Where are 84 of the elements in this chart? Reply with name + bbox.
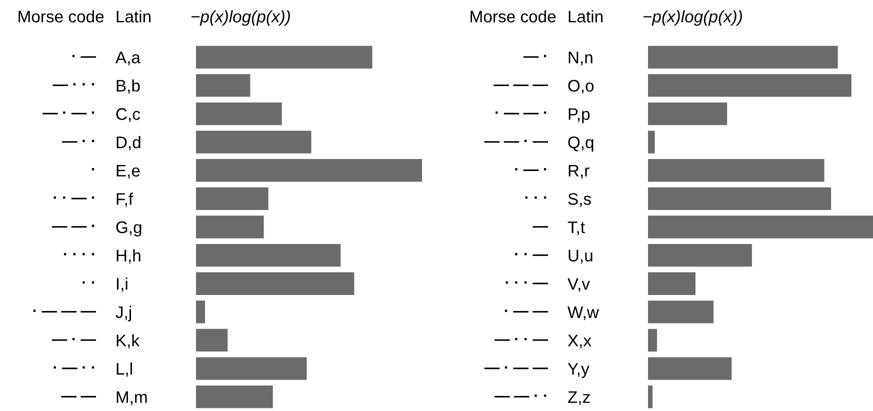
y-tick-label: E,e <box>116 164 140 179</box>
x-axis-title: −p(x)log(p(x)) <box>644 10 742 26</box>
y-axis-title: Latin <box>116 10 151 22</box>
text: Morse code <box>18 10 104 22</box>
text: · · · <box>525 196 546 199</box>
y-tick-label: H,h <box>116 249 140 264</box>
text: — · · · <box>52 83 94 86</box>
bar <box>196 187 268 210</box>
y-tick-label: C,c <box>116 108 140 122</box>
text: — · · <box>62 140 94 143</box>
text: — — · · <box>494 394 546 398</box>
text: · — <box>72 54 96 58</box>
bar <box>648 357 732 380</box>
y-tick-label: K,k <box>116 334 140 348</box>
bar <box>196 300 206 324</box>
text: · · — <box>515 253 548 256</box>
text: — · <box>523 54 546 58</box>
bar <box>648 216 873 238</box>
bar <box>648 272 696 295</box>
bar <box>648 74 852 97</box>
text: — · — — <box>484 366 548 370</box>
y-tick-label: R,r <box>568 164 590 179</box>
bar <box>196 357 307 380</box>
y-tick-label: O,o <box>568 80 594 94</box>
bar <box>648 159 824 182</box>
y-tick-label: J,j <box>116 306 131 322</box>
text: · · <box>82 281 94 284</box>
bar <box>196 159 422 182</box>
bar <box>196 328 228 352</box>
y-tick-label: U,u <box>568 250 592 264</box>
bar <box>648 244 752 267</box>
y-tick-label: F,f <box>116 192 134 207</box>
y-tick-label: W,w <box>568 306 599 320</box>
text: — — · — <box>484 140 548 143</box>
bar <box>648 130 655 154</box>
bar <box>196 216 264 238</box>
bar <box>196 46 372 68</box>
text: — <box>532 226 548 228</box>
y-tick-label: D,d <box>116 136 140 150</box>
y-axis-title: Latin <box>568 10 603 22</box>
text: · — · · <box>54 366 94 370</box>
text: — · · — <box>494 338 548 341</box>
text: · — — · <box>496 111 546 114</box>
text: — — <box>61 396 96 398</box>
bar <box>648 102 728 126</box>
text: · · · · <box>64 253 94 256</box>
y-tick-label: L,l <box>116 362 132 377</box>
bar <box>196 244 341 267</box>
text: · · — · <box>54 196 94 200</box>
y-tick-label: M,m <box>116 391 147 406</box>
text: · <box>92 168 94 170</box>
y-tick-label: T,t <box>568 222 585 236</box>
y-tick-label: P,p <box>568 108 590 124</box>
y-tick-label: I,i <box>116 278 128 292</box>
bar <box>648 386 653 408</box>
text: · — — — <box>33 310 96 313</box>
y-tick-label: N,n <box>568 52 592 66</box>
y-tick-label: B,b <box>116 79 140 94</box>
text: — · — <box>52 338 96 341</box>
bar <box>196 74 250 97</box>
text: · · · — <box>506 281 548 284</box>
y-tick-label: X,x <box>568 334 592 348</box>
bar <box>196 272 354 295</box>
y-tick-label: Y,y <box>568 363 590 378</box>
text: — · — · <box>42 111 94 114</box>
y-tick-label: A,a <box>115 52 140 66</box>
text: · — — <box>504 310 548 313</box>
x-axis-title: −p(x)log(p(x)) <box>192 10 290 26</box>
y-tick-label: G,g <box>116 221 142 236</box>
bar <box>648 328 658 352</box>
bar <box>648 300 714 324</box>
text: · — · <box>515 168 546 171</box>
bar <box>196 130 312 154</box>
bar <box>648 187 832 210</box>
y-tick-label: Z,z <box>568 391 590 406</box>
y-tick-label: Q,q <box>568 136 594 152</box>
y-tick-label: V,v <box>568 278 590 292</box>
y-tick-label: S,s <box>568 193 591 207</box>
bar <box>648 46 838 68</box>
text: Morse code <box>470 10 556 22</box>
bar <box>196 102 282 126</box>
bar <box>196 386 273 408</box>
text: — — — <box>494 84 548 86</box>
text: — — · <box>52 224 94 228</box>
